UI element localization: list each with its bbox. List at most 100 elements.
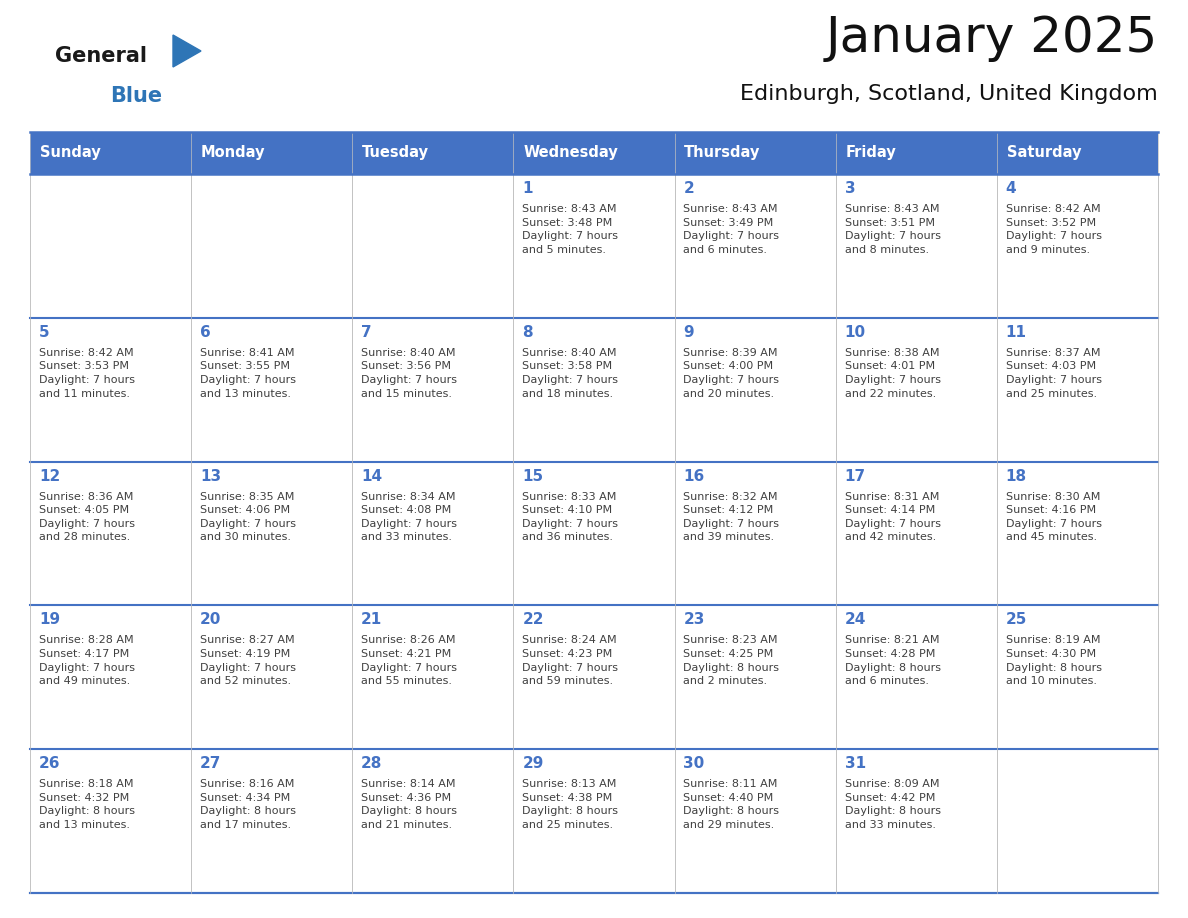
Bar: [675, 462, 835, 605]
Text: 5: 5: [39, 325, 50, 340]
Bar: [835, 749, 997, 893]
Bar: [353, 132, 513, 174]
Text: 10: 10: [845, 325, 866, 340]
Text: 14: 14: [361, 468, 383, 484]
Text: Sunrise: 8:24 AM
Sunset: 4:23 PM
Daylight: 7 hours
and 59 minutes.: Sunrise: 8:24 AM Sunset: 4:23 PM Dayligh…: [523, 635, 618, 686]
Polygon shape: [173, 35, 201, 67]
Text: Sunrise: 8:13 AM
Sunset: 4:38 PM
Daylight: 8 hours
and 25 minutes.: Sunrise: 8:13 AM Sunset: 4:38 PM Dayligh…: [523, 779, 618, 830]
Bar: [997, 462, 1158, 605]
Bar: [997, 174, 1158, 318]
Text: 8: 8: [523, 325, 533, 340]
Text: January 2025: January 2025: [826, 14, 1158, 62]
Text: Sunrise: 8:27 AM
Sunset: 4:19 PM
Daylight: 7 hours
and 52 minutes.: Sunrise: 8:27 AM Sunset: 4:19 PM Dayligh…: [200, 635, 296, 686]
Text: 6: 6: [200, 325, 210, 340]
Bar: [191, 132, 353, 174]
Text: 9: 9: [683, 325, 694, 340]
Bar: [30, 132, 191, 174]
Text: 17: 17: [845, 468, 866, 484]
Bar: [191, 462, 353, 605]
Text: Sunrise: 8:23 AM
Sunset: 4:25 PM
Daylight: 8 hours
and 2 minutes.: Sunrise: 8:23 AM Sunset: 4:25 PM Dayligh…: [683, 635, 779, 686]
Text: 26: 26: [39, 756, 61, 771]
Text: 16: 16: [683, 468, 704, 484]
Text: Sunrise: 8:39 AM
Sunset: 4:00 PM
Daylight: 7 hours
and 20 minutes.: Sunrise: 8:39 AM Sunset: 4:00 PM Dayligh…: [683, 348, 779, 398]
Bar: [675, 174, 835, 318]
Text: 15: 15: [523, 468, 543, 484]
Text: Monday: Monday: [201, 145, 265, 161]
Text: General: General: [55, 46, 147, 66]
Text: 20: 20: [200, 612, 221, 627]
Bar: [997, 749, 1158, 893]
Bar: [513, 174, 675, 318]
Bar: [835, 174, 997, 318]
Text: 30: 30: [683, 756, 704, 771]
Text: 11: 11: [1006, 325, 1026, 340]
Text: 19: 19: [39, 612, 59, 627]
Text: Sunday: Sunday: [39, 145, 101, 161]
Text: Saturday: Saturday: [1006, 145, 1081, 161]
Bar: [675, 605, 835, 749]
Text: Sunrise: 8:42 AM
Sunset: 3:52 PM
Daylight: 7 hours
and 9 minutes.: Sunrise: 8:42 AM Sunset: 3:52 PM Dayligh…: [1006, 204, 1101, 255]
Text: Tuesday: Tuesday: [362, 145, 429, 161]
Text: Sunrise: 8:37 AM
Sunset: 4:03 PM
Daylight: 7 hours
and 25 minutes.: Sunrise: 8:37 AM Sunset: 4:03 PM Dayligh…: [1006, 348, 1101, 398]
Text: 28: 28: [361, 756, 383, 771]
Text: Sunrise: 8:34 AM
Sunset: 4:08 PM
Daylight: 7 hours
and 33 minutes.: Sunrise: 8:34 AM Sunset: 4:08 PM Dayligh…: [361, 492, 457, 543]
Text: 31: 31: [845, 756, 866, 771]
Bar: [353, 605, 513, 749]
Text: 21: 21: [361, 612, 383, 627]
Bar: [353, 318, 513, 462]
Text: 7: 7: [361, 325, 372, 340]
Bar: [30, 605, 191, 749]
Text: Sunrise: 8:31 AM
Sunset: 4:14 PM
Daylight: 7 hours
and 42 minutes.: Sunrise: 8:31 AM Sunset: 4:14 PM Dayligh…: [845, 492, 941, 543]
Text: 3: 3: [845, 181, 855, 196]
Bar: [835, 462, 997, 605]
Bar: [835, 318, 997, 462]
Text: 29: 29: [523, 756, 544, 771]
Text: Sunrise: 8:18 AM
Sunset: 4:32 PM
Daylight: 8 hours
and 13 minutes.: Sunrise: 8:18 AM Sunset: 4:32 PM Dayligh…: [39, 779, 135, 830]
Bar: [353, 174, 513, 318]
Text: Sunrise: 8:09 AM
Sunset: 4:42 PM
Daylight: 8 hours
and 33 minutes.: Sunrise: 8:09 AM Sunset: 4:42 PM Dayligh…: [845, 779, 941, 830]
Bar: [191, 318, 353, 462]
Text: Sunrise: 8:33 AM
Sunset: 4:10 PM
Daylight: 7 hours
and 36 minutes.: Sunrise: 8:33 AM Sunset: 4:10 PM Dayligh…: [523, 492, 618, 543]
Text: 22: 22: [523, 612, 544, 627]
Text: Wednesday: Wednesday: [523, 145, 618, 161]
Text: 1: 1: [523, 181, 532, 196]
Bar: [997, 605, 1158, 749]
Text: Sunrise: 8:30 AM
Sunset: 4:16 PM
Daylight: 7 hours
and 45 minutes.: Sunrise: 8:30 AM Sunset: 4:16 PM Dayligh…: [1006, 492, 1101, 543]
Text: Sunrise: 8:40 AM
Sunset: 3:58 PM
Daylight: 7 hours
and 18 minutes.: Sunrise: 8:40 AM Sunset: 3:58 PM Dayligh…: [523, 348, 618, 398]
Text: 2: 2: [683, 181, 694, 196]
Text: Sunrise: 8:41 AM
Sunset: 3:55 PM
Daylight: 7 hours
and 13 minutes.: Sunrise: 8:41 AM Sunset: 3:55 PM Dayligh…: [200, 348, 296, 398]
Bar: [30, 318, 191, 462]
Text: Thursday: Thursday: [684, 145, 760, 161]
Text: Sunrise: 8:21 AM
Sunset: 4:28 PM
Daylight: 8 hours
and 6 minutes.: Sunrise: 8:21 AM Sunset: 4:28 PM Dayligh…: [845, 635, 941, 686]
Bar: [675, 132, 835, 174]
Text: Sunrise: 8:19 AM
Sunset: 4:30 PM
Daylight: 8 hours
and 10 minutes.: Sunrise: 8:19 AM Sunset: 4:30 PM Dayligh…: [1006, 635, 1101, 686]
Bar: [191, 174, 353, 318]
Bar: [835, 605, 997, 749]
Text: Sunrise: 8:35 AM
Sunset: 4:06 PM
Daylight: 7 hours
and 30 minutes.: Sunrise: 8:35 AM Sunset: 4:06 PM Dayligh…: [200, 492, 296, 543]
Text: Sunrise: 8:42 AM
Sunset: 3:53 PM
Daylight: 7 hours
and 11 minutes.: Sunrise: 8:42 AM Sunset: 3:53 PM Dayligh…: [39, 348, 135, 398]
Text: Sunrise: 8:43 AM
Sunset: 3:48 PM
Daylight: 7 hours
and 5 minutes.: Sunrise: 8:43 AM Sunset: 3:48 PM Dayligh…: [523, 204, 618, 255]
Text: Sunrise: 8:43 AM
Sunset: 3:51 PM
Daylight: 7 hours
and 8 minutes.: Sunrise: 8:43 AM Sunset: 3:51 PM Dayligh…: [845, 204, 941, 255]
Bar: [353, 749, 513, 893]
Text: Sunrise: 8:43 AM
Sunset: 3:49 PM
Daylight: 7 hours
and 6 minutes.: Sunrise: 8:43 AM Sunset: 3:49 PM Dayligh…: [683, 204, 779, 255]
Text: Sunrise: 8:28 AM
Sunset: 4:17 PM
Daylight: 7 hours
and 49 minutes.: Sunrise: 8:28 AM Sunset: 4:17 PM Dayligh…: [39, 635, 135, 686]
Bar: [513, 318, 675, 462]
Text: Sunrise: 8:14 AM
Sunset: 4:36 PM
Daylight: 8 hours
and 21 minutes.: Sunrise: 8:14 AM Sunset: 4:36 PM Dayligh…: [361, 779, 457, 830]
Text: Sunrise: 8:11 AM
Sunset: 4:40 PM
Daylight: 8 hours
and 29 minutes.: Sunrise: 8:11 AM Sunset: 4:40 PM Dayligh…: [683, 779, 779, 830]
Bar: [513, 605, 675, 749]
Bar: [513, 462, 675, 605]
Text: Sunrise: 8:38 AM
Sunset: 4:01 PM
Daylight: 7 hours
and 22 minutes.: Sunrise: 8:38 AM Sunset: 4:01 PM Dayligh…: [845, 348, 941, 398]
Bar: [30, 749, 191, 893]
Text: Sunrise: 8:40 AM
Sunset: 3:56 PM
Daylight: 7 hours
and 15 minutes.: Sunrise: 8:40 AM Sunset: 3:56 PM Dayligh…: [361, 348, 457, 398]
Text: 12: 12: [39, 468, 61, 484]
Bar: [30, 462, 191, 605]
Text: Sunrise: 8:32 AM
Sunset: 4:12 PM
Daylight: 7 hours
and 39 minutes.: Sunrise: 8:32 AM Sunset: 4:12 PM Dayligh…: [683, 492, 779, 543]
Text: 18: 18: [1006, 468, 1026, 484]
Bar: [675, 318, 835, 462]
Bar: [191, 749, 353, 893]
Bar: [997, 318, 1158, 462]
Bar: [30, 174, 191, 318]
Text: 24: 24: [845, 612, 866, 627]
Bar: [835, 132, 997, 174]
Bar: [513, 132, 675, 174]
